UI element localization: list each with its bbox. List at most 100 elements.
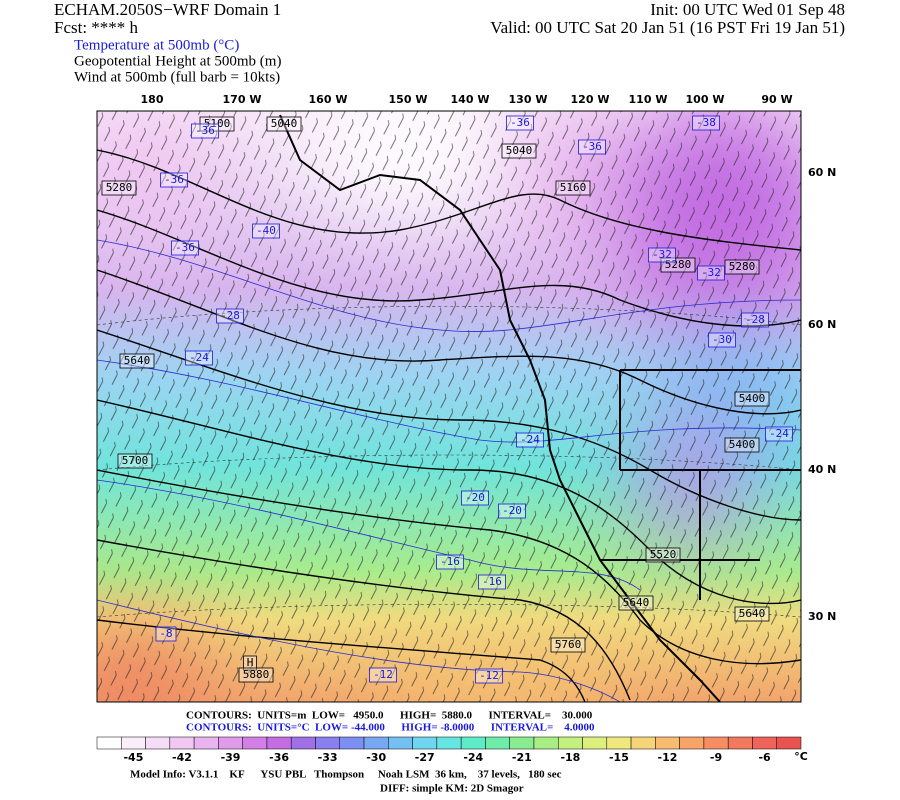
height-label: 5400	[729, 438, 756, 451]
height-label: 5640	[739, 607, 766, 620]
longitude-label: 140 W	[451, 93, 490, 106]
height-label-box	[724, 259, 760, 275]
longitude-label: 160 W	[309, 93, 348, 106]
temperature-contour-info: CONTOURS: UNITS=°C LOW= -44.000 HIGH= -8…	[186, 722, 595, 734]
height-label-box	[734, 606, 770, 622]
height-label: 5280	[106, 181, 133, 194]
height-label-box	[734, 391, 770, 407]
colorbar-swatch	[266, 736, 292, 750]
colorbar-swatch	[582, 736, 608, 750]
temperature-label: -28	[745, 313, 765, 326]
map-frame	[96, 110, 802, 703]
temperature-label-box	[160, 172, 188, 188]
height-label: 5100	[204, 117, 231, 130]
temperature-label: -20	[502, 504, 522, 517]
temperature-label-box	[516, 432, 544, 448]
colorbar-swatch	[630, 736, 656, 750]
colorbar-swatch	[606, 736, 632, 750]
diff-info: DIFF: simple KM: 2D Smagor	[380, 783, 524, 795]
temperature-label: -36	[175, 241, 195, 254]
height-contour-info: CONTOURS: UNITS=m LOW= 4950.0 HIGH= 5880…	[186, 710, 593, 722]
coastline	[279, 114, 801, 702]
temperature-label: -32	[701, 266, 721, 279]
height-label-box	[119, 353, 155, 369]
temperature-label-box	[697, 265, 725, 281]
header-right: Init: 00 UTC Wed 01 Sep 48	[650, 0, 845, 19]
longitude-label: 130 W	[509, 93, 548, 106]
height-label-box	[266, 116, 302, 132]
temperature-label: -24	[520, 433, 540, 446]
colorbar-label: -21	[512, 751, 532, 764]
temperature-label: -20	[465, 491, 485, 504]
colorbar-swatch	[290, 736, 316, 750]
temperature-label-box	[216, 308, 244, 324]
temperature-label-box	[461, 490, 489, 506]
colorbar-label: -33	[318, 751, 338, 764]
contour-labels: 5100 5040 5280 5040 5160 5280 5280 5400 5400 5640…	[101, 115, 793, 684]
colorbar-label: -42	[172, 751, 192, 764]
temperature-label: -36	[510, 116, 530, 129]
header-left: ECHAM.2050S−WRF Domain 1	[54, 0, 281, 19]
temperature-label: -36	[195, 124, 215, 137]
temperature-label-box	[578, 139, 606, 155]
temperature-label-box	[475, 668, 503, 684]
temperature-label: -36	[582, 140, 602, 153]
temperature-label: -30	[712, 333, 732, 346]
height-label-box	[645, 547, 681, 563]
graticule	[97, 305, 801, 618]
temperature-label-box	[252, 223, 280, 239]
colorbar-swatch	[412, 736, 438, 750]
height-label-box	[660, 257, 696, 273]
longitude-label: 120 W	[571, 93, 610, 106]
height-label-box	[555, 180, 591, 196]
temperature-label: -40	[256, 224, 276, 237]
model-info: Model Info: V3.1.1 KF YSU PBL Thompson N…	[130, 769, 562, 781]
temperature-label: -16	[440, 555, 460, 568]
temperature-label-box	[155, 626, 177, 642]
height-label-box	[117, 453, 153, 469]
longitude-label: 180	[141, 93, 164, 106]
colorbar-unit: °C	[794, 750, 808, 763]
temperature-label: -16	[482, 575, 502, 588]
height-label-box	[724, 437, 760, 453]
colorbar-swatch	[557, 736, 583, 750]
longitude-label: 150 W	[389, 93, 428, 106]
temperature-label-box	[171, 240, 199, 256]
latitude-label: 60 N	[808, 166, 836, 179]
temperature-label-box	[185, 350, 213, 366]
colorbar-label: -6	[758, 751, 771, 764]
colorbar-swatch	[436, 736, 462, 750]
height-label: 5760	[555, 638, 582, 651]
temperature-label: -28	[220, 309, 240, 322]
temperature-label-box	[191, 123, 219, 139]
height-label: 5280	[665, 258, 692, 271]
colorbar-swatch	[169, 736, 195, 750]
latitude-label: 40 N	[808, 463, 836, 476]
height-label: 5640	[124, 354, 151, 367]
temperature-label: -32	[652, 248, 672, 261]
colorbar-label: -45	[123, 751, 143, 764]
colorbar-label: -27	[415, 751, 435, 764]
colorbar: -45 -42 -39 -36 -33 -30 -27 -24 -21 -18 -15 -12 -9 -6…	[96, 736, 808, 764]
longitude-label: 100 W	[686, 93, 725, 106]
longitude-label: 90 W	[761, 93, 792, 106]
colorbar-swatch	[388, 736, 413, 750]
colorbar-label: -24	[463, 751, 483, 764]
colorbar-swatch	[315, 736, 341, 750]
height-label: H	[247, 656, 254, 669]
colorbar-swatch	[752, 736, 777, 750]
temperature-label-box	[692, 115, 720, 131]
height-label: 5040	[271, 117, 298, 130]
height-label: 5880	[243, 668, 270, 681]
colorbar-swatch	[703, 736, 729, 750]
colorbar-swatch	[96, 736, 122, 750]
height-label-box	[501, 143, 537, 159]
colorbar-swatch	[460, 736, 486, 750]
colorbar-label: -9	[710, 751, 722, 764]
temperature-label-box	[369, 667, 397, 683]
temperature-label-box	[506, 115, 534, 131]
header-right: Valid: 00 UTC Sat 20 Jan 51 (16 PST Fri …	[490, 18, 845, 37]
height-label-box	[618, 595, 654, 611]
